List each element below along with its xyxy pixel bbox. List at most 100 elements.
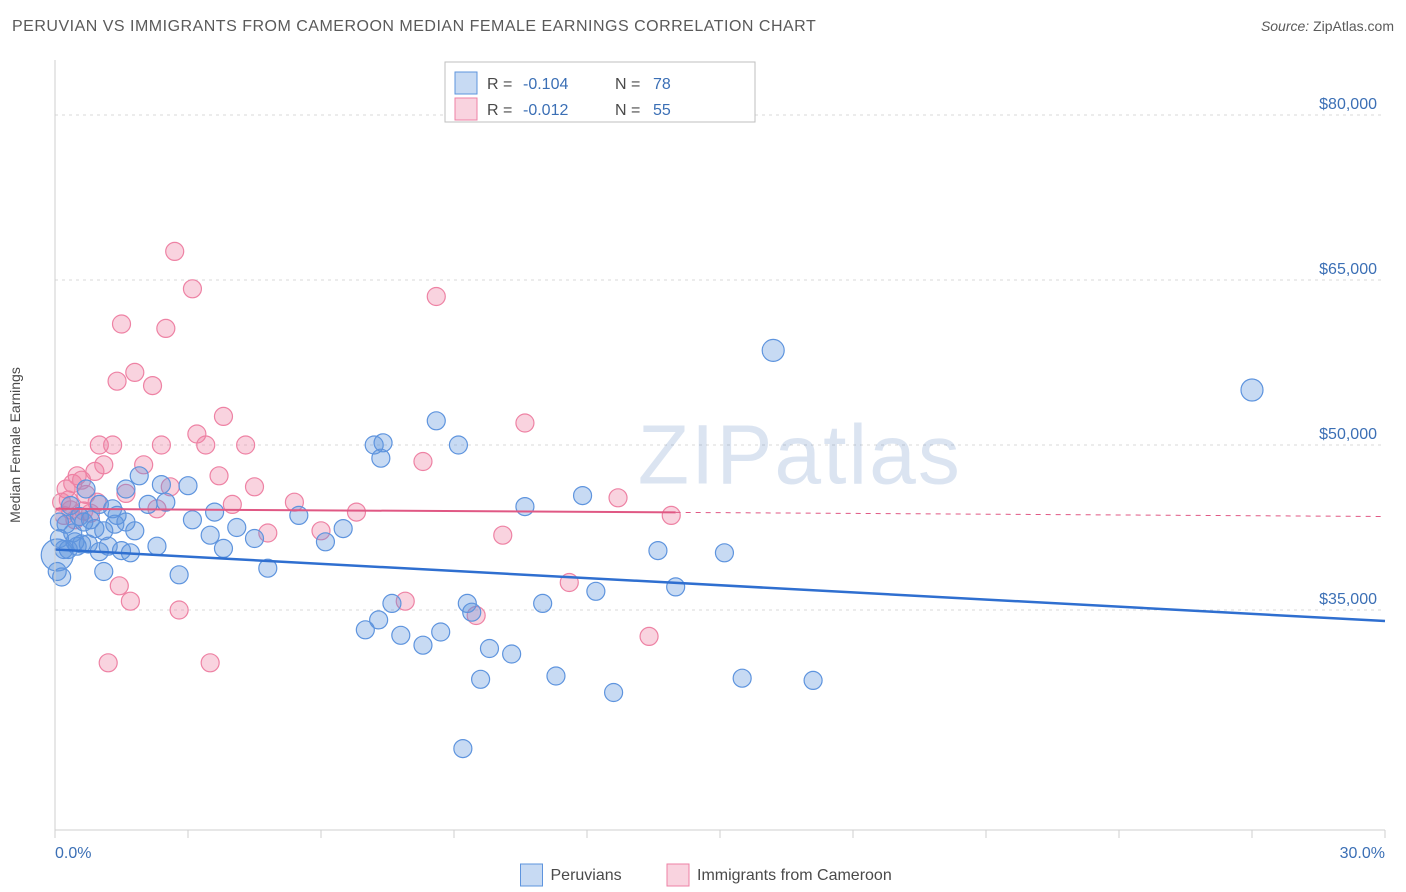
data-point-cameroon <box>640 627 658 645</box>
data-point-cameroon <box>347 503 365 521</box>
data-point-peruvians <box>454 740 472 758</box>
legend-swatch-peruvians <box>455 72 477 94</box>
data-point-cameroon <box>494 526 512 544</box>
data-point-cameroon <box>99 654 117 672</box>
data-point-peruvians <box>463 603 481 621</box>
data-point-cameroon <box>166 242 184 260</box>
x-min-label: 0.0% <box>55 845 91 862</box>
data-point-cameroon <box>121 592 139 610</box>
data-point-peruvians <box>77 480 95 498</box>
data-point-cameroon <box>152 436 170 454</box>
data-point-cameroon <box>214 407 232 425</box>
data-point-peruvians <box>516 498 534 516</box>
x-max-label: 30.0% <box>1340 845 1385 862</box>
footer-label-cameroon: Immigrants from Cameroon <box>697 867 892 884</box>
data-point-peruvians <box>574 487 592 505</box>
data-point-peruvians <box>370 611 388 629</box>
y-tick-label: $80,000 <box>1319 96 1377 113</box>
data-point-cameroon <box>95 456 113 474</box>
y-axis-label: Median Female Earnings <box>7 367 23 523</box>
data-point-peruvians <box>152 476 170 494</box>
data-point-peruvians <box>715 544 733 562</box>
source-label: Source: <box>1261 18 1309 34</box>
data-point-cameroon <box>197 436 215 454</box>
data-point-peruvians <box>587 582 605 600</box>
data-point-peruvians <box>503 645 521 663</box>
data-point-peruvians <box>427 412 445 430</box>
data-point-cameroon <box>210 467 228 485</box>
data-point-cameroon <box>108 372 126 390</box>
data-point-peruvians <box>472 670 490 688</box>
source-value: ZipAtlas.com <box>1313 18 1394 34</box>
footer-swatch-peruvians <box>521 864 543 886</box>
data-point-cameroon <box>126 363 144 381</box>
data-point-peruvians <box>649 542 667 560</box>
data-point-peruvians <box>214 539 232 557</box>
header: PERUVIAN VS IMMIGRANTS FROM CAMEROON MED… <box>12 18 1394 48</box>
y-tick-label: $65,000 <box>1319 261 1377 278</box>
data-point-cameroon <box>414 453 432 471</box>
chart-title: PERUVIAN VS IMMIGRANTS FROM CAMEROON MED… <box>12 18 816 35</box>
data-point-peruvians <box>148 537 166 555</box>
data-point-peruvians <box>414 636 432 654</box>
data-point-peruvians <box>126 522 144 540</box>
source: Source: ZipAtlas.com <box>1261 18 1394 34</box>
data-point-peruvians <box>206 503 224 521</box>
data-point-peruvians <box>183 511 201 529</box>
scatter-chart-svg: $35,000 $50,000 $65,000 $80,000 ZIPatlas 0.0%… <box>0 50 1406 892</box>
footer-swatch-cameroon <box>667 864 689 886</box>
data-point-cameroon <box>104 436 122 454</box>
chart: $35,000 $50,000 $65,000 $80,000 ZIPatlas 0.0%… <box>0 50 1406 892</box>
trendline-ext-cameroon <box>676 512 1385 516</box>
data-point-cameroon <box>609 489 627 507</box>
data-point-peruvians <box>480 640 498 658</box>
data-point-cameroon <box>201 654 219 672</box>
legend-r-value-peruvians: -0.104 <box>523 76 568 93</box>
data-point-cameroon <box>662 506 680 524</box>
data-point-peruvians <box>290 506 308 524</box>
legend-swatch-cameroon <box>455 98 477 120</box>
data-point-cameroon <box>110 577 128 595</box>
data-point-peruvians <box>316 533 334 551</box>
data-point-peruvians <box>246 530 264 548</box>
data-point-peruvians <box>179 477 197 495</box>
y-tick-label: $35,000 <box>1319 591 1377 608</box>
data-point-cameroon <box>427 288 445 306</box>
data-point-peruvians <box>372 449 390 467</box>
data-point-cameroon <box>144 377 162 395</box>
data-point-peruvians <box>95 563 113 581</box>
data-point-peruvians <box>383 594 401 612</box>
data-point-cameroon <box>113 315 131 333</box>
data-point-cameroon <box>237 436 255 454</box>
data-point-peruvians <box>117 480 135 498</box>
y-tick-label: $50,000 <box>1319 426 1377 443</box>
data-point-peruvians <box>733 669 751 687</box>
data-point-peruvians <box>170 566 188 584</box>
legend-r-label: R = <box>487 76 512 93</box>
data-point-peruvians <box>432 623 450 641</box>
data-point-peruvians <box>605 684 623 702</box>
data-point-peruvians <box>334 520 352 538</box>
data-point-peruvians <box>130 467 148 485</box>
data-point-peruvians <box>139 495 157 513</box>
data-point-peruvians <box>804 671 822 689</box>
data-point-cameroon <box>246 478 264 496</box>
data-point-peruvians <box>201 526 219 544</box>
data-point-peruvians <box>1241 379 1263 401</box>
data-point-peruvians <box>534 594 552 612</box>
footer-label-peruvians: Peruvians <box>551 867 622 884</box>
legend-n-value-cameroon: 55 <box>653 102 671 119</box>
data-point-peruvians <box>449 436 467 454</box>
legend-r-value-cameroon: -0.012 <box>523 102 568 119</box>
watermark: ZIPatlas <box>638 408 962 502</box>
data-point-peruvians <box>547 667 565 685</box>
data-point-cameroon <box>170 601 188 619</box>
data-point-peruvians <box>392 626 410 644</box>
legend-n-label: N = <box>615 102 640 119</box>
data-point-peruvians <box>228 519 246 537</box>
data-point-cameroon <box>516 414 534 432</box>
legend-n-value-peruvians: 78 <box>653 76 671 93</box>
data-point-peruvians <box>762 339 784 361</box>
legend-r-label: R = <box>487 102 512 119</box>
legend-n-label: N = <box>615 76 640 93</box>
